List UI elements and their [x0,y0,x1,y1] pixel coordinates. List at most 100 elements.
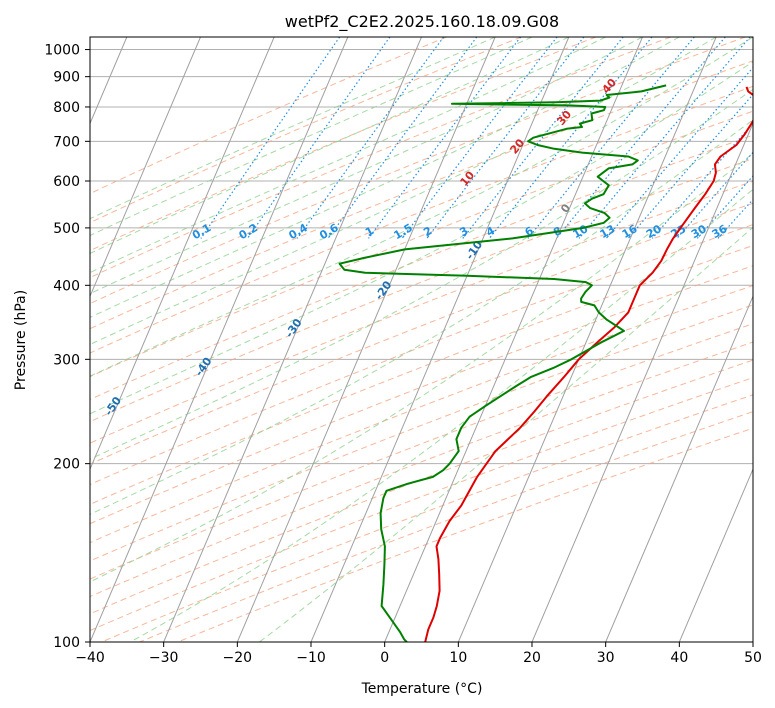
moist-adiabat [90,37,680,318]
dry-adiabat [90,377,753,632]
dry-adiabat [90,37,522,224]
mixing-ratio-line [651,122,753,239]
mixing-ratio-line [676,151,753,239]
plot-frame [89,36,754,643]
dry-adiabat [101,394,753,642]
moist-adiabat-label: 10 [457,168,477,188]
isotherm [236,37,496,642]
y-tick-label: 500 [53,221,80,237]
dry-adiabat [90,134,753,401]
isotherm [90,37,275,471]
dry-adiabat [177,427,753,642]
x-axis-label: Temperature (°C) [361,681,483,697]
moist-adiabat [259,226,753,642]
moist-adiabat [90,88,753,460]
isotherm [457,37,717,642]
mixing-ratio-label: 0.1 [190,221,213,242]
dry-adiabat [90,341,753,598]
mixing-ratio-label: 30 [689,222,709,241]
x-tick-label: 40 [670,650,688,666]
dry-adiabat [90,37,447,195]
moist-adiabat [90,37,606,274]
dry-adiabat [90,323,753,580]
mixing-ratio-label: 0.6 [317,221,341,242]
y-tick-label: 700 [53,134,80,150]
moist-adiabat [129,188,753,642]
dewpoint-trace [338,84,667,642]
y-tick-label: 600 [53,174,80,190]
isotherm [531,122,753,642]
chart-title: wetPf2_C2E2.2025.160.18.09.G08 [285,12,559,32]
dry-adiabat [90,265,753,525]
mixing-ratio-line [200,37,341,239]
mixing-ratio-label: 13 [598,222,618,241]
moist-adiabat [90,37,570,254]
isotherm-label: -60 [11,436,33,460]
mixing-ratio-line [368,37,522,239]
mixing-ratio-line [555,37,726,239]
mixing-ratio-label: 4 [484,224,497,239]
moist-adiabat [90,37,643,295]
isotherm [605,295,753,642]
mixing-ratio-line [578,37,751,239]
mixing-ratio-line [605,66,753,239]
dry-adiabat [90,110,753,378]
temperature-trace [424,86,753,642]
dry-adiabat [90,359,753,615]
dry-adiabat [90,180,753,444]
y-tick-label: 300 [53,352,80,368]
x-tick-label: −40 [75,650,105,666]
y-tick-label: 1000 [44,43,80,59]
y-tick-label: 200 [53,457,80,473]
y-tick-label: 400 [53,278,80,294]
y-tick-label: 100 [53,635,80,651]
moist-adiabat [90,37,496,220]
isotherm [752,640,753,642]
isotherm [90,37,349,642]
isotherm [384,37,643,642]
dry-adiabat [90,202,753,465]
x-tick-label: 50 [744,650,762,666]
y-axis-label: Pressure (hPa) [13,290,29,390]
y-axis-ticks: 100 200 300 400 500 600 700 800 900 1000 [44,43,90,651]
mixing-ratio-label: 1 [363,224,376,239]
line-labels: 0.10.20.40.611.52346810131620253036-100-… [11,76,730,460]
x-tick-label: −10 [296,650,326,666]
dry-adiabat [90,37,746,305]
dry-adiabat [90,304,753,562]
mixing-ratio-label: 0.4 [287,221,311,242]
x-tick-label: 20 [523,650,541,666]
x-axis-ticks: −40 −30 −20 −10 0 10 20 30 40 50 [75,642,762,666]
moist-adiabat [90,61,753,415]
x-tick-label: 30 [597,650,615,666]
y-tick-label: 800 [53,100,80,116]
mixing-ratio-label: 16 [620,222,640,241]
x-tick-label: −30 [149,650,179,666]
isotherm [90,37,201,298]
dry-adiabat [139,411,753,642]
isotherm [310,37,570,642]
mixing-ratio-label: 0.2 [237,221,260,242]
plot-area [90,37,753,642]
mixing-ratio-line [327,37,478,239]
dry-adiabat [90,157,753,423]
mixing-ratio-line [401,37,558,239]
mixing-ratio-line [696,175,753,239]
mixing-ratio-line [296,37,445,239]
moist-adiabat-label: 20 [507,136,527,156]
isotherm [678,467,753,642]
moist-adiabat [90,37,533,237]
dry-adiabat [90,37,597,252]
isotherm [163,37,422,642]
isotherm-label: -30 [283,316,305,340]
sounding-traces [338,84,753,642]
x-tick-label: 0 [380,650,389,666]
mixing-ratio-label: 1.5 [391,221,414,242]
dry-adiabat [90,60,753,330]
mixing-ratio-line [527,37,695,239]
moist-adiabat-label: 30 [554,108,574,128]
y-tick-label: 900 [53,70,80,86]
x-tick-label: −20 [223,650,253,666]
dry-adiabat [90,244,753,505]
